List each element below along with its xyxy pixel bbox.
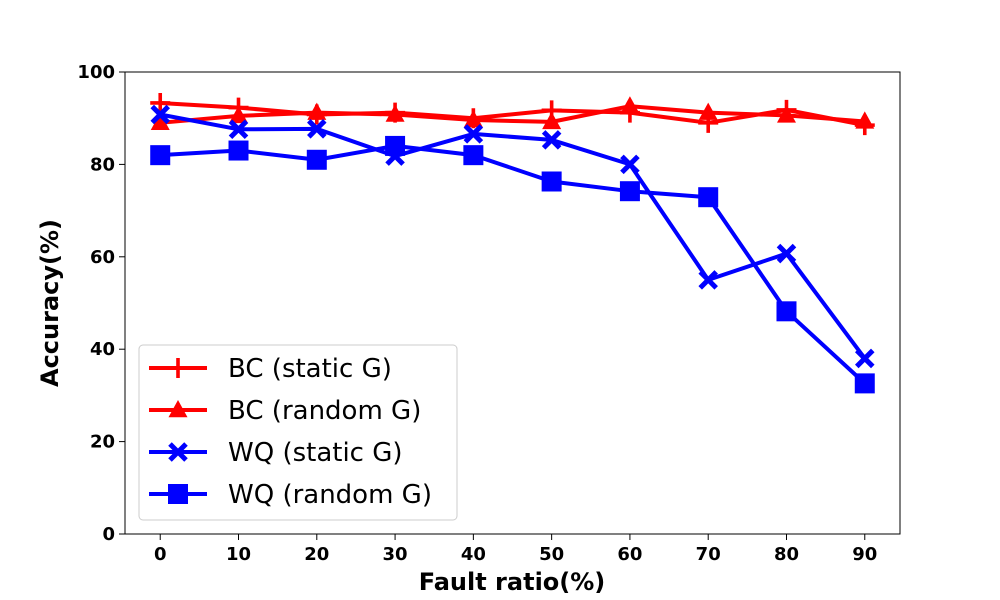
series-1-point-8 bbox=[776, 105, 796, 123]
legend-entry-1: BC (random G) bbox=[149, 396, 421, 426]
series-3-point-3 bbox=[385, 135, 406, 156]
series-1-point-2 bbox=[307, 102, 327, 120]
legend-swatch-marker-1 bbox=[168, 400, 188, 418]
axes: 0 10 20 30 40 50 60 70 80 90 0 20 40 60 80 100 bbox=[77, 62, 877, 565]
series-1-point-5 bbox=[542, 111, 562, 130]
series-3-point-7 bbox=[698, 187, 719, 208]
x-tick-label-6: 60 bbox=[617, 544, 642, 565]
series-3-point-9 bbox=[854, 373, 875, 394]
legend-swatch-marker-0 bbox=[168, 358, 188, 379]
y-tick-label-2: 40 bbox=[90, 339, 115, 360]
legend-label-0: BC (static G) bbox=[228, 354, 392, 384]
series-3-point-6 bbox=[619, 181, 640, 202]
legend-swatch-marker-3 bbox=[168, 484, 188, 504]
y-tick-label-5: 100 bbox=[77, 62, 115, 83]
series-3-point-1 bbox=[228, 140, 249, 161]
series-3-point-4 bbox=[463, 145, 484, 166]
series-2-point-5 bbox=[541, 130, 562, 150]
legend-swatch-marker-2 bbox=[168, 442, 188, 462]
series-0-point-7 bbox=[698, 112, 719, 133]
x-tick-label-8: 80 bbox=[774, 544, 799, 565]
legend: BC (static G) BC (random G) WQ (static G) W… bbox=[138, 344, 458, 521]
series-1-point-7 bbox=[698, 102, 718, 120]
series-3-line bbox=[160, 143, 867, 385]
series-2-point-2-stroke-b bbox=[307, 119, 327, 139]
legend-label-3: WQ (random G) bbox=[228, 480, 432, 510]
series-2-point-6-stroke-b bbox=[620, 154, 640, 175]
series-group bbox=[150, 92, 875, 394]
series-2-point-9 bbox=[855, 348, 875, 369]
series-2-point-7-stroke-b bbox=[698, 270, 718, 290]
legend-label-2: WQ (static G) bbox=[228, 438, 403, 468]
series-1-point-4 bbox=[463, 110, 483, 128]
series-2-point-0-stroke-b bbox=[150, 104, 170, 125]
series-2-point-2 bbox=[307, 119, 327, 139]
series-2-point-4 bbox=[463, 124, 484, 144]
x-tick-label-3: 30 bbox=[383, 544, 408, 565]
series-3 bbox=[150, 135, 875, 394]
x-tick-label-1: 10 bbox=[226, 544, 251, 565]
plot-frame bbox=[124, 71, 901, 535]
series-1 bbox=[150, 96, 875, 131]
y-tick-label-0: 0 bbox=[102, 524, 115, 545]
series-2-point-8-stroke-b bbox=[776, 243, 797, 264]
y-tick-label-3: 60 bbox=[90, 247, 115, 268]
series-2 bbox=[150, 104, 875, 369]
series-2-point-0 bbox=[150, 104, 170, 125]
series-3-point-2 bbox=[306, 149, 327, 170]
series-1-point-1 bbox=[229, 105, 249, 124]
y-tick-label-1: 20 bbox=[90, 432, 115, 453]
series-0-point-0 bbox=[150, 92, 171, 113]
legend-swatch-marker-2-stroke-b bbox=[168, 442, 188, 462]
legend-box bbox=[138, 344, 458, 521]
series-2-point-5-stroke-b bbox=[541, 130, 562, 150]
series-3-point-5 bbox=[541, 171, 562, 192]
x-tick-label-9: 90 bbox=[852, 544, 877, 565]
series-2-line bbox=[159, 112, 867, 360]
legend-entry-3: WQ (random G) bbox=[149, 480, 432, 510]
series-2-point-1 bbox=[228, 119, 249, 140]
x-tick-label-4: 40 bbox=[461, 544, 486, 565]
x-tick-label-0: 0 bbox=[154, 544, 167, 565]
series-3-point-0 bbox=[150, 145, 171, 166]
series-3-point-8 bbox=[776, 301, 797, 322]
series-0-point-5 bbox=[541, 100, 562, 121]
x-tick-label-5: 50 bbox=[539, 544, 564, 565]
legend-entry-0: BC (static G) bbox=[149, 354, 392, 384]
x-tick-label-2: 20 bbox=[304, 544, 329, 565]
legend-label-1: BC (random G) bbox=[228, 396, 421, 426]
series-1-point-3 bbox=[385, 104, 405, 122]
series-1-point-6 bbox=[620, 96, 640, 114]
series-2-point-1-stroke-b bbox=[228, 119, 249, 140]
series-1-line bbox=[160, 104, 865, 125]
series-1-point-0 bbox=[150, 112, 170, 131]
legend-entry-2: WQ (static G) bbox=[149, 438, 403, 468]
x-axis-title: Fault ratio(%) bbox=[419, 568, 606, 596]
series-2-point-9-stroke-b bbox=[855, 348, 875, 369]
series-2-point-8 bbox=[776, 243, 797, 264]
x-tick-label-7: 70 bbox=[696, 544, 721, 565]
y-tick-label-4: 80 bbox=[90, 154, 115, 175]
series-0-line bbox=[160, 100, 866, 128]
series-2-point-4-stroke-b bbox=[463, 124, 484, 144]
series-1-point-9 bbox=[855, 111, 875, 129]
y-axis-title: Accuracy(%) bbox=[36, 219, 64, 387]
series-2-point-6 bbox=[620, 154, 640, 175]
series-2-point-7 bbox=[698, 270, 718, 290]
